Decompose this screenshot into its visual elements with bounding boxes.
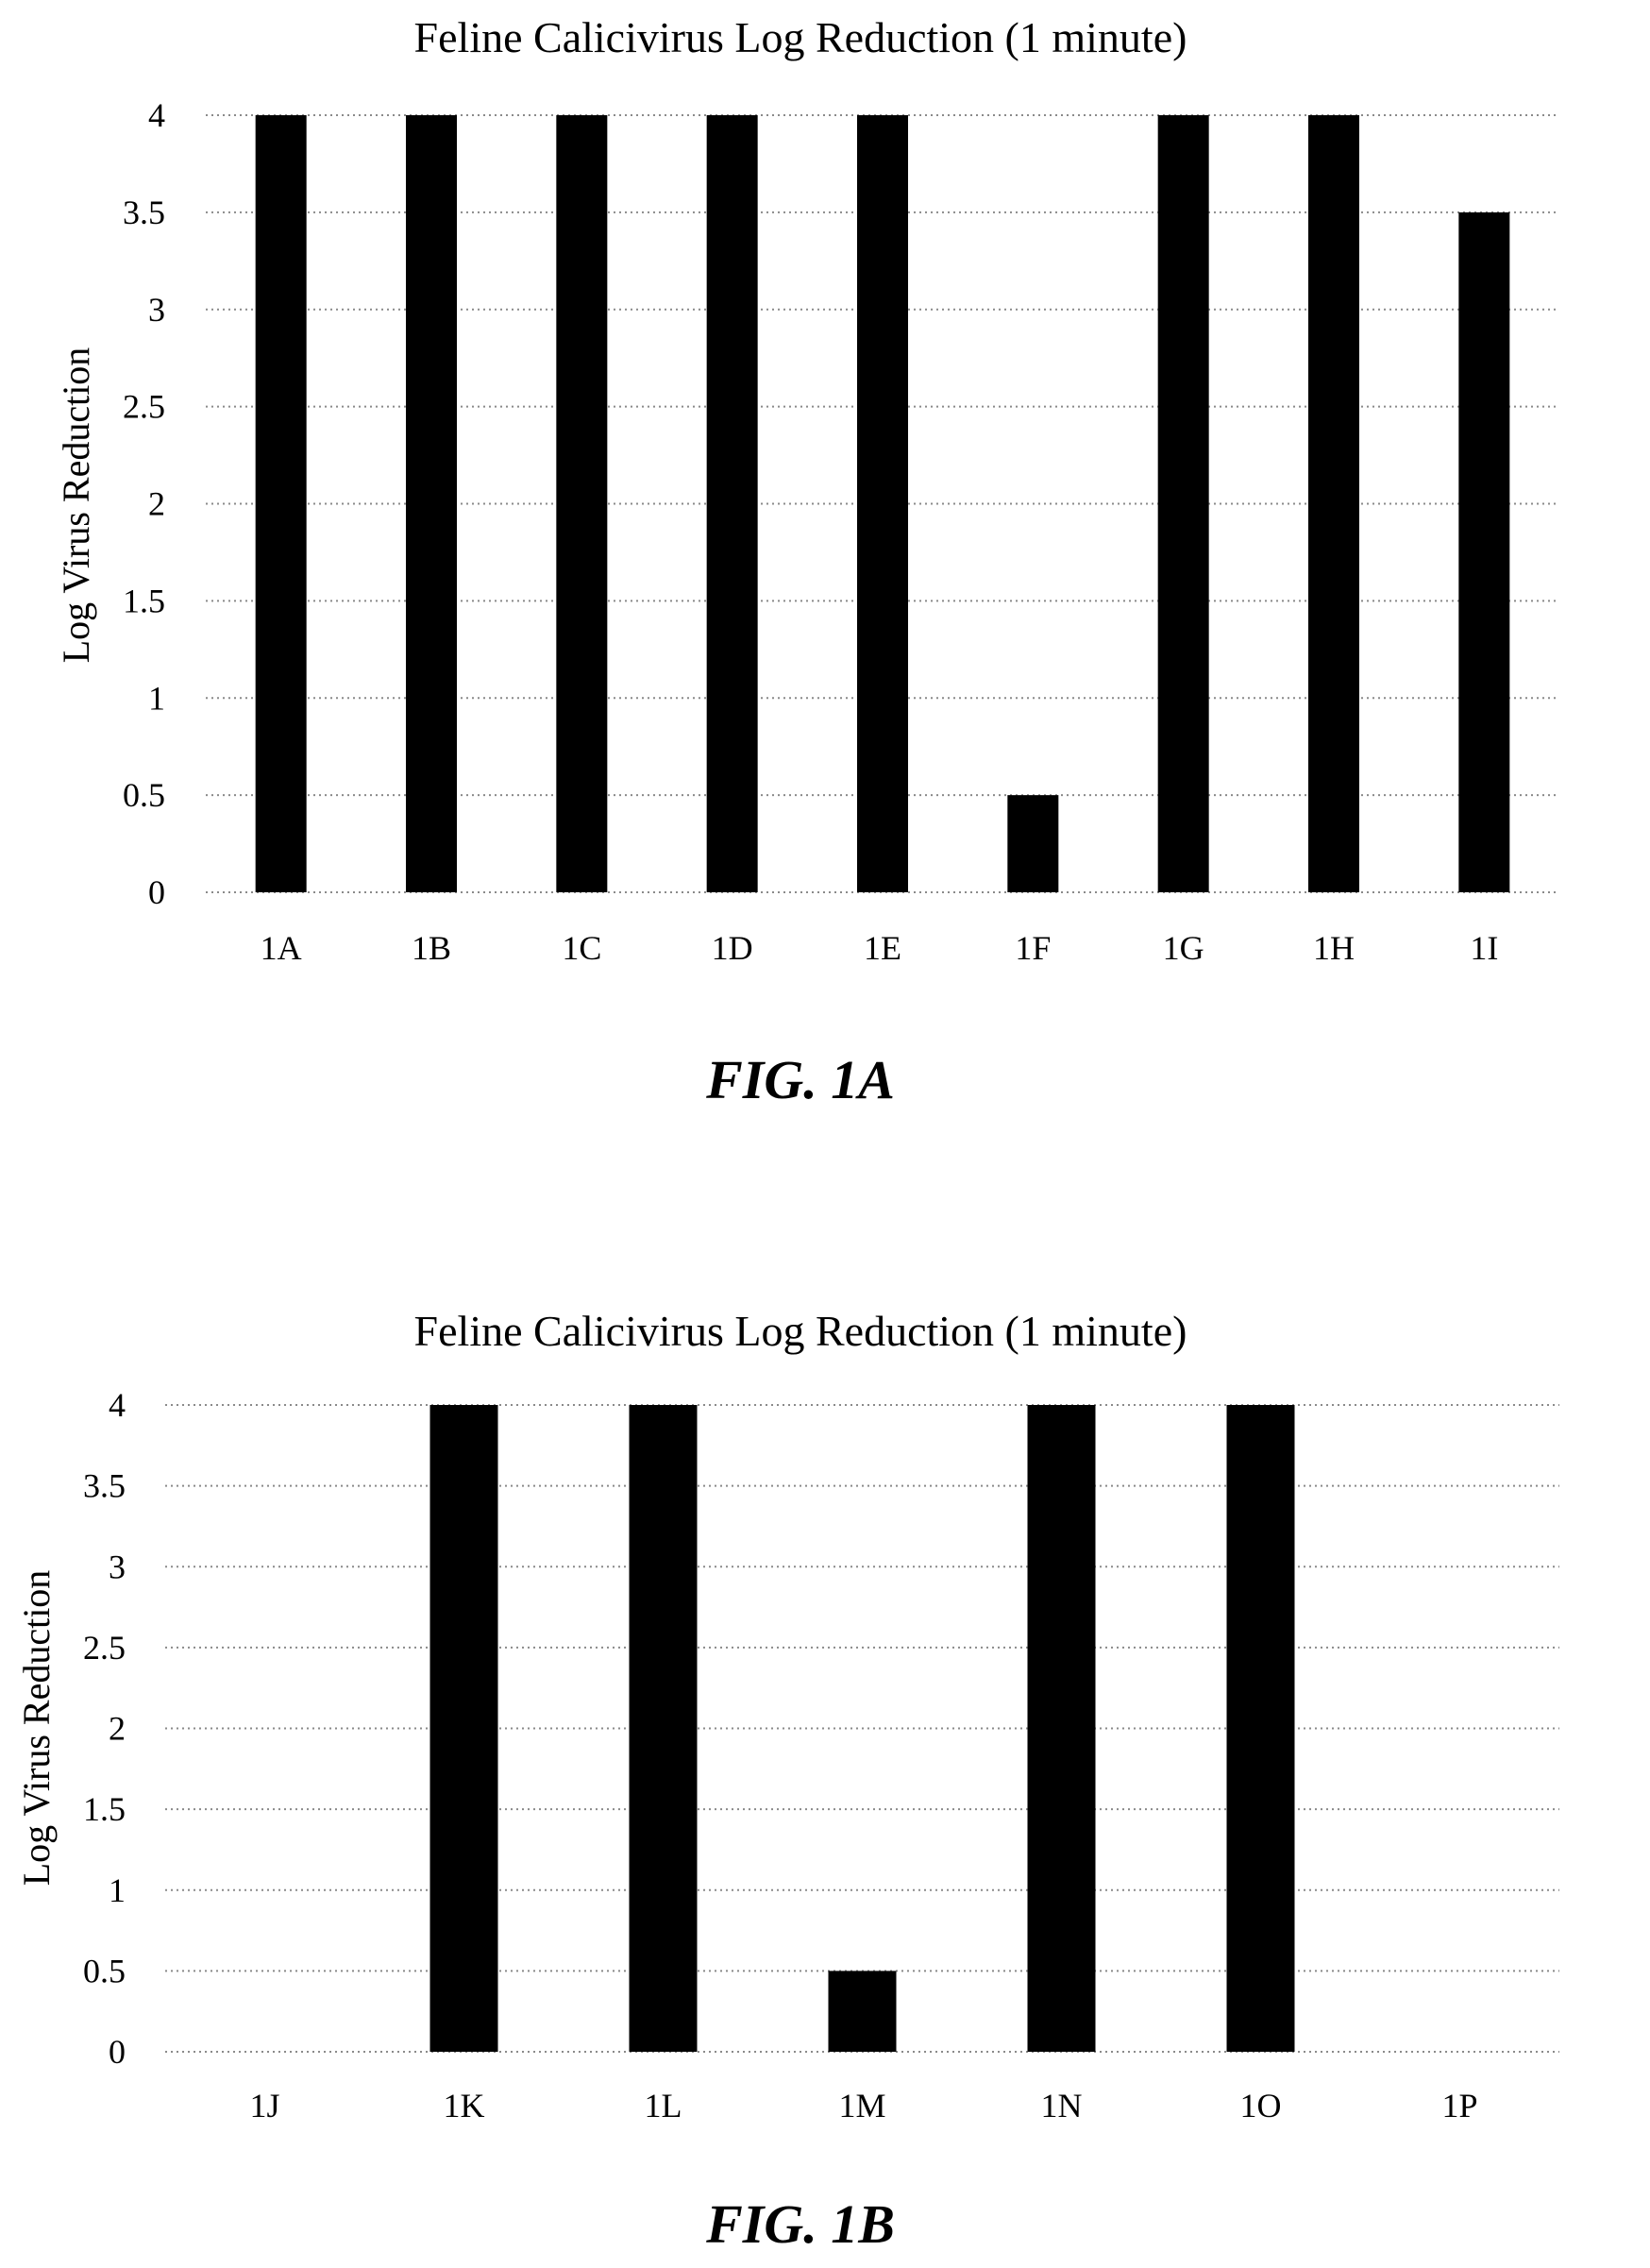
y-tick-label: 1.5 bbox=[83, 1790, 126, 1828]
bars bbox=[429, 1405, 1295, 2052]
bar-1i bbox=[1458, 212, 1510, 892]
y-tick-label: 4 bbox=[109, 1386, 126, 1424]
y-axis-ticks: 0 0.5 1 1.5 2 2.5 3 3.5 4 bbox=[123, 96, 165, 911]
bar-1o bbox=[1226, 1405, 1295, 2052]
y-axis-label: Log Virus Reduction bbox=[55, 347, 97, 664]
y-tick-label: 3.5 bbox=[123, 194, 165, 231]
x-tick-label: 1F bbox=[1015, 929, 1051, 967]
bar-1d bbox=[706, 115, 758, 892]
y-tick-label: 3 bbox=[148, 291, 165, 329]
x-axis-ticks: 1J 1K 1L 1M 1N 1O 1P bbox=[249, 2087, 1477, 2124]
y-tick-label: 1.5 bbox=[123, 582, 165, 619]
x-tick-label: 1N bbox=[1041, 2087, 1083, 2124]
x-tick-label: 1A bbox=[261, 929, 302, 967]
bars bbox=[255, 115, 1510, 892]
bar-1a bbox=[255, 115, 307, 892]
x-tick-label: 1G bbox=[1163, 929, 1204, 967]
figure-caption: FIG. 1B bbox=[705, 2193, 895, 2255]
x-tick-label: 1H bbox=[1313, 929, 1355, 967]
bar-1e bbox=[857, 115, 908, 892]
y-tick-label: 2.5 bbox=[83, 1629, 126, 1667]
bar-1m bbox=[828, 1971, 897, 2052]
gridlines bbox=[165, 1404, 1559, 2053]
bar-1l bbox=[629, 1405, 698, 2052]
y-tick-label: 3 bbox=[109, 1548, 126, 1585]
x-tick-label: 1I bbox=[1470, 929, 1498, 967]
x-tick-label: 1E bbox=[864, 929, 901, 967]
x-tick-label: 1M bbox=[838, 2087, 885, 2124]
x-tick-label: 1K bbox=[444, 2087, 485, 2124]
x-tick-label: 1J bbox=[249, 2087, 279, 2124]
chart-fig-1b: Feline Calicivirus Log Reduction (1 minu… bbox=[15, 1307, 1559, 2255]
x-axis-ticks: 1A 1B 1C 1D 1E 1F 1G 1H 1I bbox=[261, 929, 1499, 967]
x-tick-label: 1L bbox=[645, 2087, 682, 2124]
y-tick-label: 0.5 bbox=[123, 776, 165, 814]
y-tick-label: 1 bbox=[109, 1871, 126, 1909]
y-tick-label: 1 bbox=[148, 679, 165, 717]
x-tick-label: 1O bbox=[1240, 2087, 1282, 2124]
x-tick-label: 1P bbox=[1441, 2087, 1477, 2124]
y-tick-label: 4 bbox=[148, 96, 165, 134]
chart-fig-1a: Feline Calicivirus Log Reduction (1 minu… bbox=[55, 13, 1559, 1110]
y-axis-label: Log Virus Reduction bbox=[15, 1570, 58, 1887]
figure-caption: FIG. 1A bbox=[705, 1049, 895, 1110]
bar-1h bbox=[1308, 115, 1359, 892]
y-tick-label: 2 bbox=[148, 485, 165, 523]
y-tick-label: 0 bbox=[148, 873, 165, 911]
y-axis-ticks: 0 0.5 1 1.5 2 2.5 3 3.5 4 bbox=[83, 1386, 126, 2071]
chart-title: Feline Calicivirus Log Reduction (1 minu… bbox=[414, 13, 1187, 61]
bar-1f bbox=[1007, 795, 1059, 892]
bar-1c bbox=[556, 115, 608, 892]
bar-1n bbox=[1027, 1405, 1096, 2052]
bar-1g bbox=[1157, 115, 1209, 892]
x-tick-label: 1B bbox=[412, 929, 451, 967]
y-tick-label: 2.5 bbox=[123, 388, 165, 426]
y-tick-label: 2 bbox=[109, 1710, 126, 1748]
y-tick-label: 3.5 bbox=[83, 1467, 126, 1505]
chart-title: Feline Calicivirus Log Reduction (1 minu… bbox=[414, 1307, 1187, 1355]
x-tick-label: 1C bbox=[562, 929, 601, 967]
bar-1b bbox=[406, 115, 457, 892]
y-tick-label: 0.5 bbox=[83, 1952, 126, 1989]
y-tick-label: 0 bbox=[109, 2033, 126, 2071]
bar-1k bbox=[429, 1405, 498, 2052]
x-tick-label: 1D bbox=[712, 929, 753, 967]
